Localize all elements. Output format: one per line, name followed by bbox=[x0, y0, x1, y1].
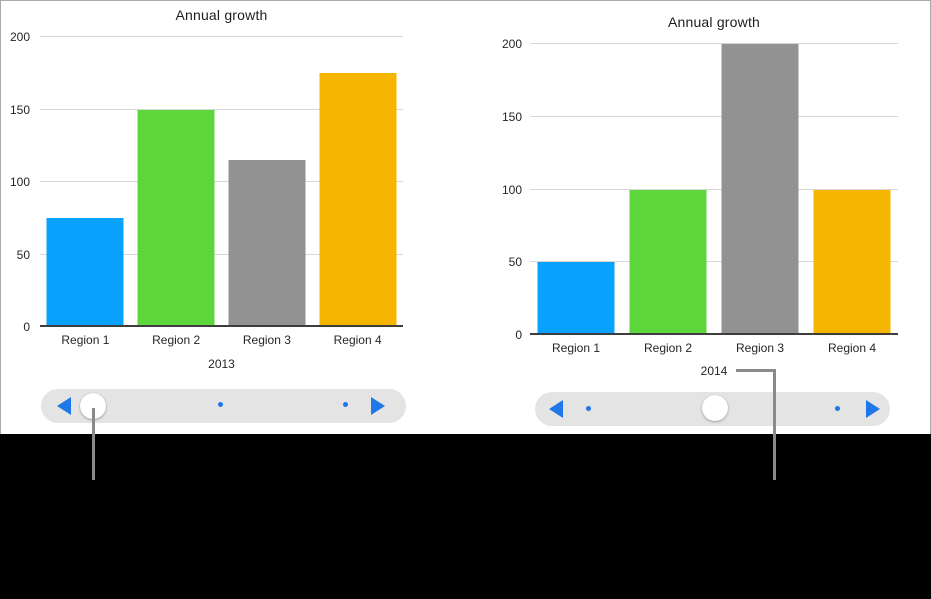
y-tick-label: 100 bbox=[9, 175, 30, 189]
page-dot-icon[interactable] bbox=[835, 406, 840, 411]
bar-region-2[interactable] bbox=[629, 189, 707, 335]
y-tick-label: 0 bbox=[23, 320, 30, 334]
x-tick-label: Region 4 bbox=[333, 333, 382, 347]
plot-area bbox=[530, 43, 898, 335]
y-axis-labels: 0 50 100 150 200 bbox=[0, 31, 30, 333]
y-tick-label: 50 bbox=[16, 247, 30, 262]
black-footer-panel bbox=[0, 434, 931, 599]
bar-region-1[interactable] bbox=[537, 262, 615, 335]
callout-line-2014-horizontal bbox=[736, 369, 776, 372]
y-tick-label: 200 bbox=[501, 37, 522, 51]
previous-arrow-icon[interactable] bbox=[57, 397, 71, 415]
x-axis-line bbox=[40, 325, 403, 327]
chart-title: Annual growth bbox=[175, 7, 268, 23]
gridline bbox=[40, 36, 403, 37]
gridline bbox=[40, 108, 403, 110]
bar-region-4[interactable] bbox=[813, 189, 891, 335]
x-tick-label: Region 4 bbox=[827, 341, 877, 355]
y-tick-label: 50 bbox=[508, 255, 522, 270]
x-axis-labels: Region 1 Region 2 Region 3 Region 4 bbox=[40, 333, 403, 347]
x-axis-line bbox=[530, 333, 898, 335]
gridline bbox=[40, 253, 403, 255]
x-tick-label: Region 1 bbox=[61, 333, 110, 347]
y-tick-label: 0 bbox=[515, 328, 522, 342]
x-tick-label: Region 3 bbox=[242, 333, 291, 347]
plot-area bbox=[40, 36, 403, 327]
slider-knob[interactable] bbox=[702, 395, 728, 421]
bar-region-3[interactable] bbox=[228, 160, 306, 327]
gridline bbox=[530, 188, 898, 190]
bar-region-2[interactable] bbox=[137, 109, 215, 327]
x-tick-label: Region 2 bbox=[643, 341, 693, 355]
y-tick-label: 150 bbox=[501, 109, 522, 124]
y-axis-labels: 0 50 100 150 200 bbox=[488, 38, 522, 341]
y-tick-label: 150 bbox=[9, 102, 30, 117]
gridline bbox=[530, 261, 898, 263]
x-tick-label: Region 2 bbox=[152, 333, 201, 347]
callout-line-2014-vertical bbox=[773, 369, 776, 480]
callout-line-left-knob bbox=[92, 408, 95, 480]
next-arrow-icon[interactable] bbox=[866, 400, 880, 418]
page-dot-icon[interactable] bbox=[218, 402, 223, 407]
gridline bbox=[530, 43, 898, 44]
x-tick-label: Region 1 bbox=[551, 341, 601, 355]
x-axis-title: 2014 bbox=[700, 364, 728, 378]
x-axis-title: 2013 bbox=[208, 357, 235, 371]
chart-scrubber-2013[interactable] bbox=[41, 389, 406, 423]
previous-arrow-icon[interactable] bbox=[549, 400, 563, 418]
x-tick-label: Region 3 bbox=[735, 341, 785, 355]
gridline bbox=[40, 181, 403, 182]
bar-region-1[interactable] bbox=[46, 218, 124, 327]
y-tick-label: 100 bbox=[501, 182, 522, 197]
page-dot-icon[interactable] bbox=[343, 402, 348, 407]
chart-title: Annual growth bbox=[667, 14, 761, 30]
bar-region-4[interactable] bbox=[319, 73, 397, 327]
x-axis-labels: Region 1 Region 2 Region 3 Region 4 bbox=[530, 341, 898, 355]
bar-region-3[interactable] bbox=[721, 44, 799, 335]
chart-scrubber-2014[interactable] bbox=[535, 392, 890, 426]
y-tick-label: 200 bbox=[9, 30, 30, 44]
gridline bbox=[530, 115, 898, 117]
page-dot-icon[interactable] bbox=[586, 406, 591, 411]
next-arrow-icon[interactable] bbox=[371, 397, 385, 415]
